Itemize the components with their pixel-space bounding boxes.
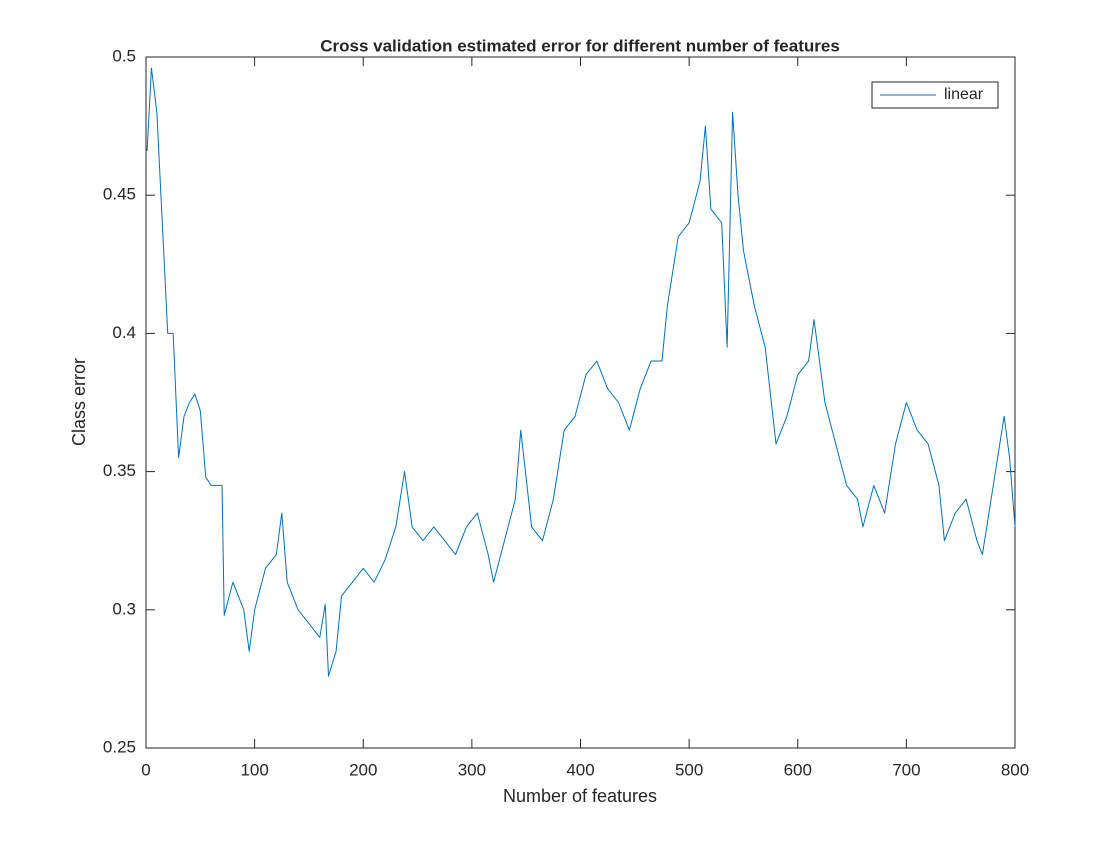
x-tick-label: 300 <box>458 760 486 779</box>
y-tick-label: 0.35 <box>103 461 136 480</box>
y-tick-label: 0.4 <box>112 323 136 342</box>
x-tick-label: 100 <box>240 760 268 779</box>
x-tick-label: 700 <box>892 760 920 779</box>
y-tick-label: 0.3 <box>112 599 136 618</box>
y-tick-label: 0.45 <box>103 185 136 204</box>
line <box>146 67 1016 677</box>
x-tick-label: 800 <box>1001 760 1029 779</box>
x-tick-label: 400 <box>566 760 594 779</box>
y-axis-label: Class error <box>69 358 89 446</box>
x-tick-label: 0 <box>141 760 150 779</box>
x-tick-label: 600 <box>784 760 812 779</box>
y-tick-label: 0.5 <box>112 46 136 65</box>
x-tick-label: 200 <box>349 760 377 779</box>
y-tick-label: 0.25 <box>103 737 136 756</box>
x-tick-label: 500 <box>675 760 703 779</box>
chart-title: Cross validation estimated error for dif… <box>320 36 840 55</box>
x-axis-label: Number of features <box>503 786 657 806</box>
legend-label: linear <box>944 86 984 103</box>
